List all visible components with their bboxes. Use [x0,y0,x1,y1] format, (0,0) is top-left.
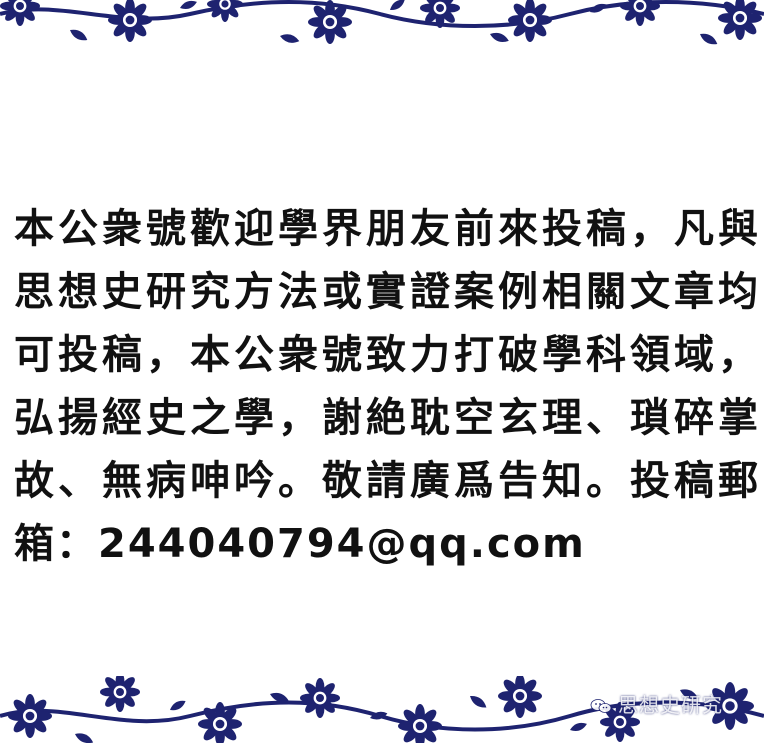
leaf-motif [680,689,699,700]
peony-motif [420,0,460,28]
leaf-motif [700,33,718,45]
peony-motif [508,0,552,42]
leaf-motif [370,711,388,720]
top-porcelain-border [0,0,764,50]
leaf-motif [470,695,487,708]
leaf-motif [170,700,186,711]
top-floral-pattern [0,0,764,45]
peony-motif [197,701,243,743]
leaf-motif [70,29,88,41]
peony-motif [300,678,340,718]
peony-motif [498,676,542,719]
peony-motif [108,0,153,42]
leaf-motif [180,0,197,9]
peony-motif [8,694,52,738]
peony-motif [718,0,762,40]
peony-motif [207,0,243,22]
peony-motif [308,0,352,45]
watermark-text: 思想史研究 [618,693,723,717]
account-watermark: 思想史研究 [590,689,723,718]
peony-motif [398,703,442,743]
leaf-motif [270,692,289,702]
notice-panel [0,190,764,540]
peony-motif [620,0,660,26]
submission-notice-text: 本公衆號歡迎學界朋友前來投稿，凡與思想史研究方法或實證案例相關文章均可投稿，本公… [14,206,760,567]
leaf-motif [75,733,94,743]
leaf-motif [570,722,587,731]
wechat-icon [590,699,612,713]
peony-motif [100,676,140,712]
leaf-motif [490,32,509,42]
peony-motif [0,0,40,26]
leaf-motif [390,0,405,11]
leaf-motif [590,3,607,13]
leaf-motif [280,34,300,43]
peony-motif [706,681,754,731]
